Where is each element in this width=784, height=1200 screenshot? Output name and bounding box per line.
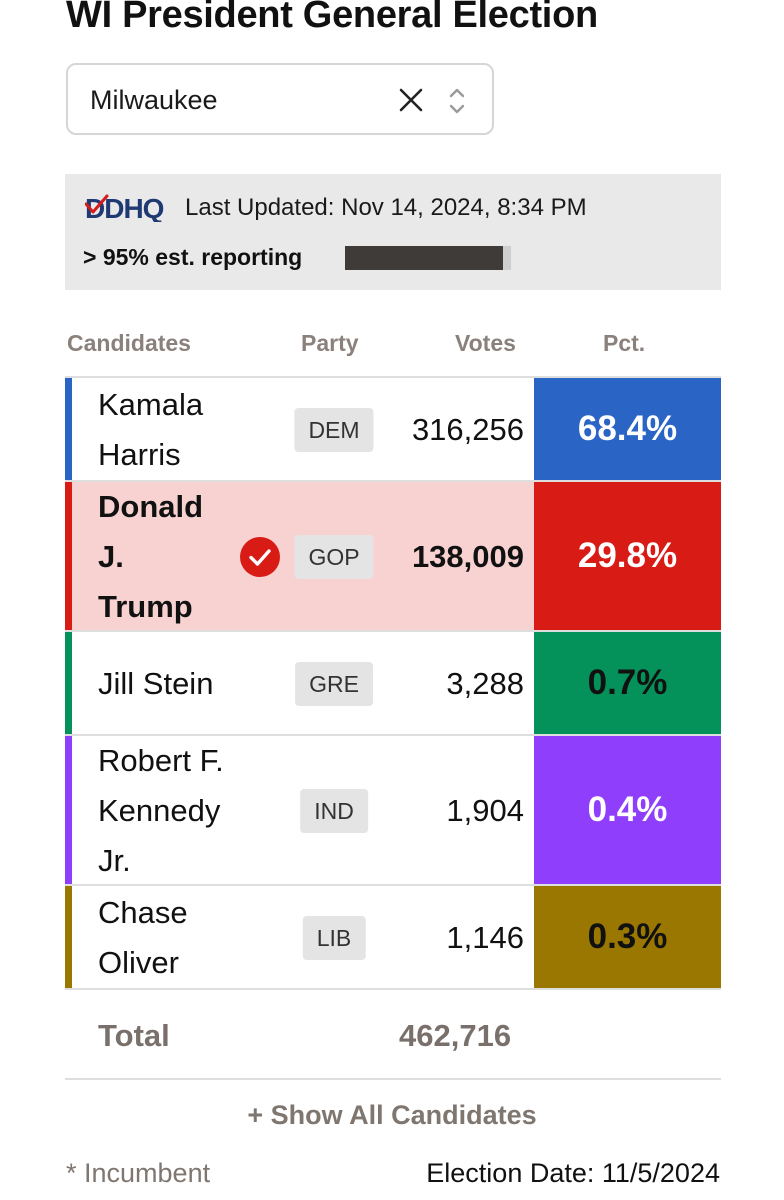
reporting-info-panel: DDHQ Last Updated: Nov 14, 2024, 8:34 PM… [65,174,721,290]
vote-count: 138,009 [411,539,524,574]
reporting-progress-fill [345,246,503,270]
party-badge: DEM [294,408,374,452]
party-color-stripe [65,736,72,884]
chevron-up-down-icon[interactable] [448,85,466,117]
column-header-votes: Votes [455,330,516,356]
reporting-text: > 95% est. reporting [83,244,303,270]
column-header-candidates: Candidates [67,330,191,356]
party-badge: GOP [294,535,374,579]
vote-percentage-text: 0.3% [587,917,668,956]
county-select[interactable]: Milwaukee [66,63,494,135]
candidate-name-line: Jill Stein [98,666,214,701]
candidate-name: Robert F. Kennedy Jr. [98,736,224,886]
vote-percentage-text: 29.8% [577,536,678,575]
last-updated-text: Last Updated: Nov 14, 2024, 8:34 PM [185,194,587,221]
reporting-progress-bar [345,246,511,270]
party-badge: IND [300,789,368,833]
vote-percentage: 68.4% [534,378,721,480]
election-date: Election Date: 11/5/2024 [426,1158,720,1188]
candidate-name-line: Kennedy [98,793,221,828]
party-color-stripe [65,886,72,988]
results-table: Kamala Harris DEM 316,256 68.4% Donald J. Trump… [65,376,721,990]
candidate-row: Chase Oliver LIB 1,146 0.3% [65,886,721,990]
candidate-row: Robert F. Kennedy Jr. IND 1,904 0.4% [65,736,721,886]
vote-percentage-text: 68.4% [577,409,678,448]
vote-count: 1,904 [446,793,524,828]
winner-check-icon [240,537,280,577]
vote-percentage-text: 0.7% [587,663,668,702]
candidate-name-line: Donald [98,489,204,524]
candidate-row: Kamala Harris DEM 316,256 68.4% [65,378,721,482]
party-badge: GRE [295,662,373,706]
vote-count: 3,288 [446,666,524,701]
vote-percentage-text: 0.4% [587,790,668,829]
ddhq-logo: DDHQ [85,193,165,222]
page-title: WI President General Election [66,0,598,36]
total-votes: 462,716 [399,1018,512,1053]
party-color-stripe [65,632,72,734]
party-badge: LIB [302,916,366,960]
candidate-row: Donald J. Trump GOP 138,009 29.8% [65,482,721,632]
candidate-name-line: Kamala [98,387,204,422]
candidate-name-line: Jr. [98,843,131,878]
candidate-name-line: Robert F. [98,743,224,778]
total-label: Total [98,1018,170,1053]
vote-count: 1,146 [446,920,524,955]
show-all-candidates-button[interactable]: + Show All Candidates [247,1100,537,1130]
vote-count: 316,256 [411,412,524,447]
party-color-stripe [65,378,72,480]
candidate-row: Jill Stein GRE 3,288 0.7% [65,632,721,736]
vote-percentage: 0.4% [534,736,721,884]
candidate-name: Donald J. Trump [98,482,203,632]
vote-percentage: 29.8% [534,482,721,630]
divider [65,1078,721,1080]
candidate-name: Chase Oliver [98,888,188,988]
incumbent-note: * Incumbent [66,1158,211,1188]
vote-percentage: 0.7% [534,632,721,734]
column-header-pct: Pct. [603,330,646,356]
candidate-name: Jill Stein [98,659,213,709]
candidate-name-line: Harris [98,437,181,472]
county-select-value: Milwaukee [90,85,218,115]
candidate-name-line: Oliver [98,945,179,980]
candidate-name-line: Trump [98,589,193,624]
vote-percentage: 0.3% [534,886,721,988]
clear-icon[interactable] [398,87,424,113]
column-header-party: Party [301,330,359,356]
candidate-name: Kamala Harris [98,380,203,480]
candidate-name-line: Chase [98,895,188,930]
candidate-name-line: J. [98,539,124,574]
party-color-stripe [65,482,72,630]
